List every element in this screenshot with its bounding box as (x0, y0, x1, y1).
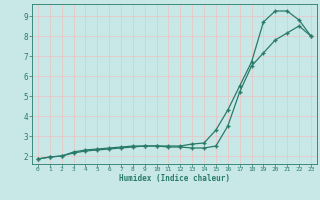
X-axis label: Humidex (Indice chaleur): Humidex (Indice chaleur) (119, 174, 230, 183)
